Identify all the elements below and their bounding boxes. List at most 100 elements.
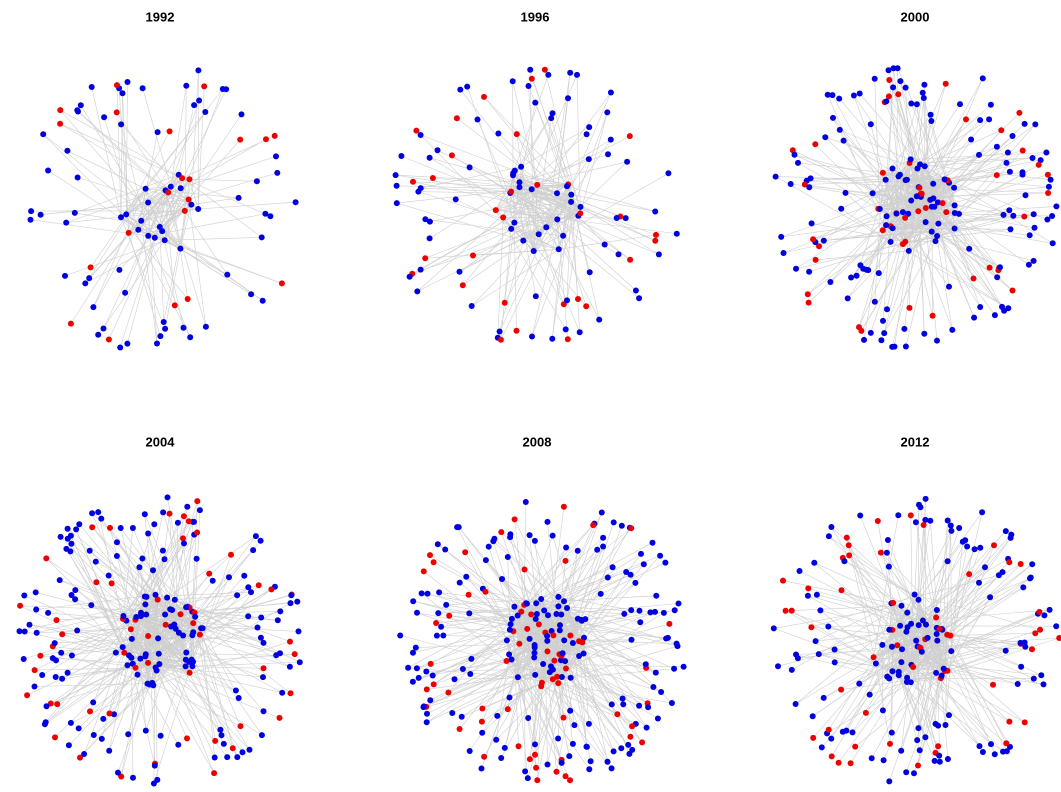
edge [180, 248, 252, 295]
node [544, 648, 551, 655]
edge [794, 154, 920, 189]
node [122, 289, 129, 296]
node [98, 735, 105, 742]
node [627, 571, 634, 578]
node [503, 637, 510, 644]
node [162, 621, 169, 628]
edge [506, 660, 566, 777]
node [922, 219, 929, 226]
edge [192, 623, 238, 758]
node [125, 731, 132, 738]
edge [886, 552, 924, 621]
edge [108, 177, 183, 340]
node [430, 681, 437, 688]
edge [147, 589, 272, 664]
edge [147, 533, 166, 615]
node [867, 121, 874, 128]
node [248, 589, 254, 596]
edge [832, 94, 897, 214]
edge [944, 670, 1018, 685]
edge [60, 109, 183, 179]
edge [898, 675, 935, 762]
edge [556, 613, 574, 744]
node [576, 329, 583, 336]
edge [511, 228, 559, 250]
node [142, 601, 149, 608]
node [660, 609, 667, 616]
edge [120, 217, 188, 300]
node [979, 749, 986, 755]
edge [556, 72, 571, 194]
node [997, 264, 1003, 271]
node [1006, 559, 1013, 566]
node [201, 83, 208, 90]
edge [925, 624, 992, 745]
edge [120, 93, 123, 218]
edge [497, 217, 504, 338]
edge [420, 134, 515, 171]
edge [525, 595, 657, 604]
node [544, 637, 551, 644]
edge [900, 625, 1026, 647]
edge [189, 554, 232, 673]
node [465, 591, 472, 598]
edge [130, 629, 193, 667]
edge [804, 184, 912, 201]
node [922, 205, 929, 211]
node [919, 617, 926, 624]
edge [783, 196, 922, 254]
node [33, 629, 40, 636]
edge [811, 602, 894, 628]
node [526, 756, 533, 763]
node [600, 534, 607, 541]
node [628, 525, 635, 532]
node [787, 181, 794, 187]
node [532, 741, 538, 748]
edge [856, 168, 893, 276]
node [560, 232, 567, 239]
edge [900, 81, 922, 194]
node [915, 762, 921, 769]
node [801, 181, 808, 188]
edge [189, 178, 257, 182]
edge [899, 174, 999, 271]
edge [481, 618, 536, 769]
node [482, 557, 489, 564]
edge [931, 206, 953, 330]
node [508, 188, 515, 195]
node [1030, 257, 1037, 264]
node [507, 531, 514, 538]
node [139, 85, 146, 92]
node [211, 754, 218, 761]
node [254, 624, 261, 631]
edge [191, 197, 239, 205]
node [936, 758, 943, 765]
edge [828, 536, 919, 601]
node [184, 503, 191, 510]
edge [815, 144, 881, 210]
node [1030, 675, 1037, 682]
node [406, 273, 413, 280]
node [142, 727, 149, 734]
node [448, 152, 455, 159]
edge [565, 660, 662, 693]
node [508, 656, 515, 663]
node [645, 704, 652, 711]
node [526, 635, 533, 642]
node [468, 655, 475, 662]
node [824, 91, 831, 98]
edge [448, 651, 548, 693]
edge [855, 677, 942, 747]
edge [931, 231, 1001, 268]
edge [192, 549, 254, 624]
node [498, 755, 505, 761]
node [968, 136, 975, 143]
node [260, 665, 267, 672]
node [806, 184, 813, 191]
node [135, 226, 142, 233]
node [653, 231, 659, 238]
node [907, 156, 914, 163]
node [607, 136, 614, 143]
edge [531, 189, 657, 236]
node [237, 136, 244, 143]
